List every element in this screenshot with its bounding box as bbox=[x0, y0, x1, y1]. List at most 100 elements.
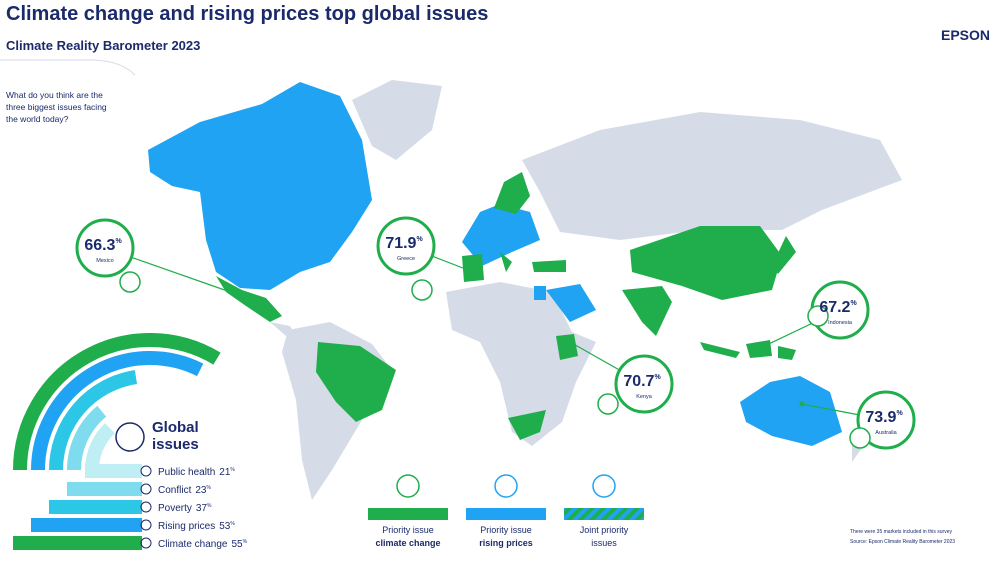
legend-label: issues bbox=[591, 538, 617, 548]
issue-band bbox=[67, 482, 142, 496]
subtitle: Climate Reality Barometer 2023 bbox=[6, 38, 200, 53]
issue-arc bbox=[67, 405, 107, 471]
issue-band bbox=[31, 518, 142, 532]
europe bbox=[462, 204, 540, 266]
callouts: 66.3% Mexico 71.9% Greece 70.7% Kenya 67.2% Ind… bbox=[75, 216, 916, 450]
brazil bbox=[316, 342, 396, 422]
africa bbox=[446, 282, 596, 446]
issue-label: Public health 21% bbox=[158, 467, 235, 478]
footnote: There were 35 markets included in this s… bbox=[850, 529, 952, 535]
greece bbox=[500, 252, 512, 272]
issue-value: 55 bbox=[231, 539, 243, 550]
issue-label: Poverty 37% bbox=[158, 503, 212, 514]
leader-dot bbox=[233, 291, 239, 297]
mexico bbox=[216, 276, 282, 322]
callout-value: 70.7% bbox=[623, 373, 661, 390]
india bbox=[622, 286, 672, 336]
brand: EPSON bbox=[941, 27, 990, 43]
issue-unit: % bbox=[207, 503, 212, 509]
value: 66.3 bbox=[84, 237, 115, 254]
issue-icon bbox=[140, 483, 152, 495]
russia bbox=[522, 112, 902, 240]
question: What do you think are the bbox=[6, 90, 103, 100]
legend-swatch bbox=[564, 508, 644, 520]
issue-arc bbox=[49, 370, 138, 471]
callout-icon bbox=[597, 393, 619, 415]
legend-label: climate change bbox=[375, 538, 440, 548]
question: three biggest issues facing bbox=[6, 102, 107, 112]
legend-swatch bbox=[466, 508, 546, 520]
issue-band bbox=[13, 536, 142, 550]
question: the world today? bbox=[6, 114, 69, 124]
callout-circle bbox=[856, 390, 916, 450]
callout-country: Indonesia bbox=[828, 320, 853, 326]
callout-country: Kenya bbox=[636, 394, 653, 400]
egypt bbox=[534, 286, 546, 300]
callout-icon bbox=[807, 305, 829, 327]
saudi-arabia bbox=[546, 284, 596, 322]
issue-value: 53 bbox=[219, 521, 231, 532]
issue-arc bbox=[13, 333, 221, 471]
issue-band bbox=[49, 500, 142, 514]
legend-label: Priority issue bbox=[480, 525, 532, 535]
unit: % bbox=[115, 238, 122, 245]
legend-swatch bbox=[368, 508, 448, 520]
iberia bbox=[462, 254, 484, 282]
value: 67.2 bbox=[819, 299, 850, 316]
value: 71.9 bbox=[385, 235, 416, 252]
leader-dot bbox=[465, 267, 471, 273]
scandinavia bbox=[494, 172, 530, 214]
unit: % bbox=[416, 236, 423, 243]
unit: % bbox=[654, 374, 661, 381]
header-divider bbox=[0, 59, 136, 76]
australia bbox=[740, 376, 842, 446]
callout-value: 67.2% bbox=[819, 299, 857, 316]
issue-name: Rising prices bbox=[158, 521, 215, 532]
callout-circle bbox=[614, 354, 674, 414]
legend: Priority issue climate change Priority iss… bbox=[368, 474, 644, 548]
legend-label: Joint priority bbox=[580, 525, 629, 535]
callout-country: Mexico bbox=[96, 258, 113, 264]
title: Climate change and rising prices top glo… bbox=[6, 3, 488, 25]
north-america bbox=[148, 82, 372, 290]
world-map bbox=[148, 80, 902, 500]
callout-country: Australia bbox=[875, 430, 897, 436]
issue-icon bbox=[140, 537, 152, 549]
issue-unit: % bbox=[230, 467, 235, 473]
issue-label: Rising prices 53% bbox=[158, 521, 235, 532]
global-issues: Global issues Public health 21%Conflict 23… bbox=[13, 333, 248, 550]
leader-dot bbox=[749, 349, 755, 355]
issue-value: 37 bbox=[196, 503, 208, 514]
issue-icon bbox=[140, 519, 152, 531]
south-africa bbox=[508, 410, 546, 440]
leader-dot bbox=[567, 339, 573, 345]
legend-icon bbox=[494, 474, 518, 498]
legend-icon bbox=[592, 474, 616, 498]
value: 73.9 bbox=[865, 409, 896, 426]
issue-unit: % bbox=[243, 539, 248, 545]
issues-title: issues bbox=[152, 436, 199, 453]
callout-icon bbox=[411, 279, 433, 301]
callout-circle bbox=[376, 216, 436, 276]
footnote: Source: Epson Climate Reality Barometer … bbox=[850, 539, 955, 545]
unit: % bbox=[896, 410, 903, 417]
turkey bbox=[532, 260, 566, 272]
issue-unit: % bbox=[206, 485, 211, 491]
value: 70.7 bbox=[623, 373, 654, 390]
issue-icon bbox=[140, 465, 152, 477]
issue-band bbox=[85, 464, 142, 478]
callout-icon bbox=[849, 427, 871, 449]
legend-label: rising prices bbox=[479, 538, 533, 548]
leader-dot bbox=[799, 401, 805, 407]
legend-label: Priority issue bbox=[382, 525, 434, 535]
callout-circle bbox=[75, 218, 135, 278]
issue-value: 23 bbox=[195, 485, 207, 496]
issue-value: 21 bbox=[219, 467, 231, 478]
kenya bbox=[556, 334, 578, 360]
callout-icon bbox=[119, 271, 141, 293]
issue-arc bbox=[31, 351, 204, 471]
legend-icon bbox=[396, 474, 420, 498]
issue-label: Conflict 23% bbox=[158, 485, 211, 496]
callout-value: 73.9% bbox=[865, 409, 903, 426]
